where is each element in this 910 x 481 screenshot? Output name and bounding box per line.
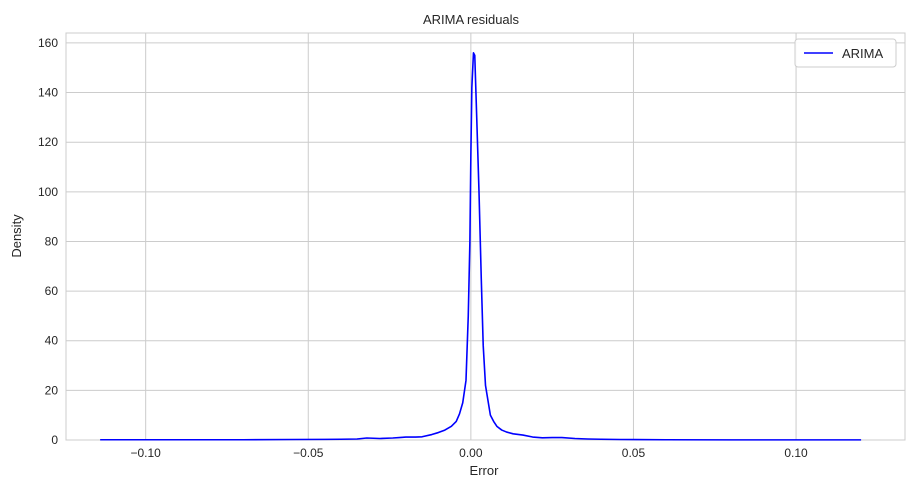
y-tick-label: 100 xyxy=(38,185,58,199)
y-tick-label: 140 xyxy=(38,86,58,100)
legend-label-arima: ARIMA xyxy=(842,46,884,61)
y-tick-label: 20 xyxy=(45,383,59,397)
x-tick-label: 0.10 xyxy=(784,446,808,460)
y-tick-label: 160 xyxy=(38,36,58,50)
legend: ARIMA xyxy=(794,38,897,68)
plot-frame xyxy=(65,32,906,441)
x-tick-label: −0.05 xyxy=(293,446,324,460)
chart-title: ARIMA residuals xyxy=(423,12,520,27)
y-tick-label: 0 xyxy=(51,433,58,447)
series-line-arima xyxy=(100,52,862,441)
x-tick-label: −0.10 xyxy=(130,446,161,460)
y-tick-label: 80 xyxy=(45,234,59,248)
x-tick-label: 0.00 xyxy=(459,446,483,460)
y-axis-label: Density xyxy=(9,214,24,258)
y-tick-label: 60 xyxy=(45,284,59,298)
x-tick-label: 0.05 xyxy=(622,446,646,460)
y-tick-label: 40 xyxy=(45,334,59,348)
y-tick-label: 120 xyxy=(38,135,58,149)
legend-box xyxy=(794,38,897,68)
tick-labels: −0.10 −0.05 0.00 0.05 0.10 0 20 40 60 80 100 120 140… xyxy=(38,36,808,460)
x-axis-label: Error xyxy=(470,463,500,478)
